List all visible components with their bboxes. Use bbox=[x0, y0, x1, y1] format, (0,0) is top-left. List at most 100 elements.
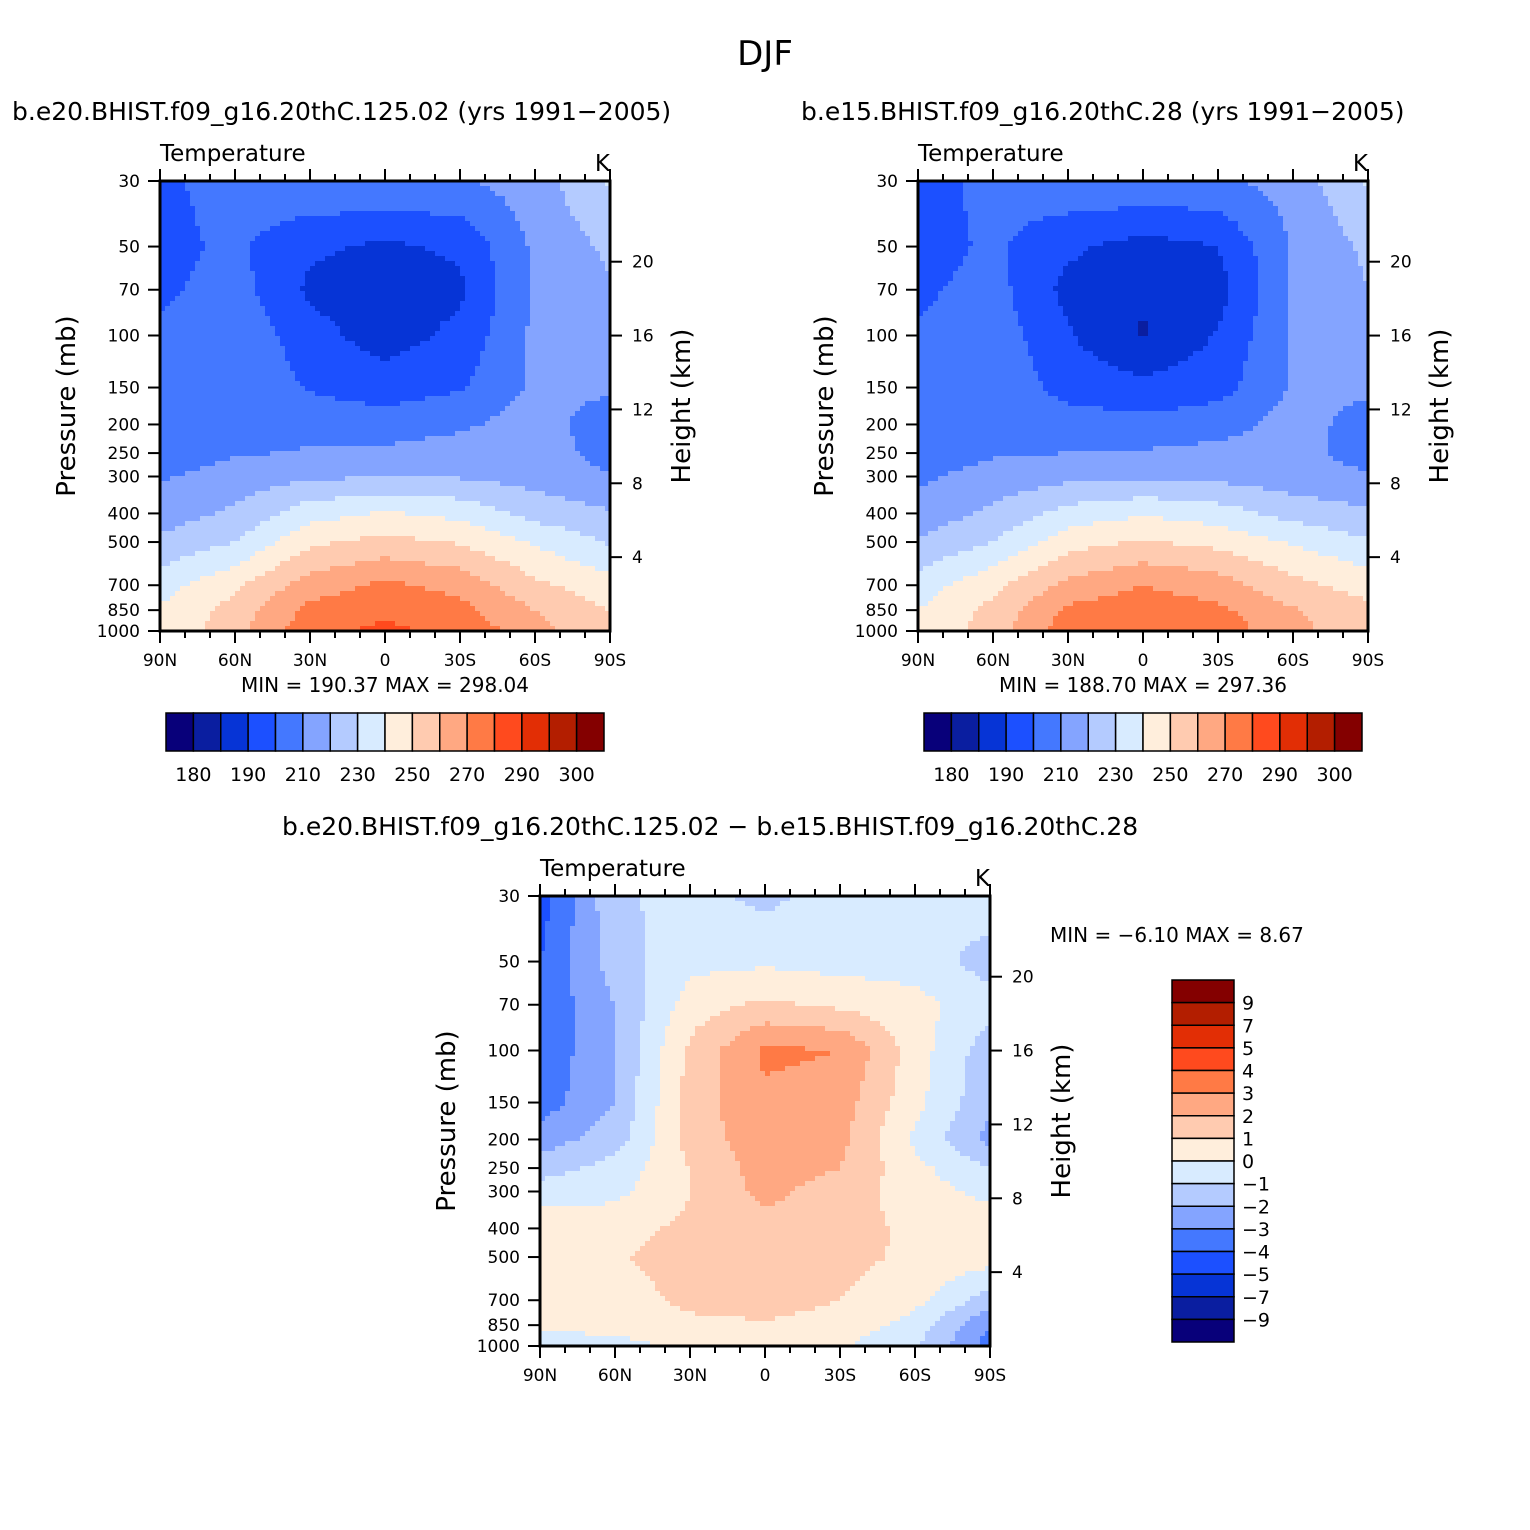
contour-cell bbox=[580, 311, 586, 317]
contour-cell bbox=[235, 346, 241, 352]
contour-cell bbox=[540, 256, 546, 262]
contour-cell bbox=[320, 231, 326, 237]
contour-cell bbox=[580, 331, 586, 337]
contour-cell bbox=[560, 306, 566, 312]
contour-cell bbox=[275, 181, 281, 187]
contour-cell bbox=[525, 306, 531, 312]
contour-cell bbox=[345, 231, 351, 237]
contour-cell bbox=[480, 221, 486, 227]
contour-cell bbox=[335, 236, 341, 242]
contour-cell bbox=[455, 276, 461, 282]
contour-cell bbox=[435, 281, 441, 287]
contour-cell bbox=[160, 256, 166, 262]
contour-cell bbox=[400, 281, 406, 287]
contour-cell bbox=[475, 241, 481, 247]
contour-cell bbox=[375, 321, 381, 327]
contour-cell bbox=[605, 326, 611, 332]
contour-cell bbox=[490, 376, 496, 382]
contour-cell bbox=[450, 216, 456, 222]
contour-cell bbox=[320, 396, 326, 402]
contour-cell bbox=[385, 271, 391, 277]
contour-cell bbox=[325, 261, 331, 267]
contour-cell bbox=[340, 221, 346, 227]
contour-cell bbox=[465, 181, 471, 187]
contour-cell bbox=[200, 441, 206, 447]
contour-cell bbox=[525, 446, 531, 452]
contour-cell bbox=[540, 311, 546, 317]
contour-cell bbox=[195, 241, 201, 247]
contour-cell bbox=[170, 401, 176, 407]
contour-cell bbox=[475, 341, 481, 347]
contour-cell bbox=[580, 306, 586, 312]
contour-cell bbox=[605, 181, 611, 187]
contour-cell bbox=[495, 451, 501, 457]
contour-cell bbox=[350, 346, 356, 352]
contour-cell bbox=[490, 386, 496, 392]
contour-cell bbox=[230, 326, 236, 332]
contour-cell bbox=[435, 421, 441, 427]
contour-cell bbox=[500, 311, 506, 317]
contour-cell bbox=[260, 326, 266, 332]
contour-cell bbox=[440, 311, 446, 317]
contour-cell bbox=[450, 381, 456, 387]
contour-cell bbox=[180, 246, 186, 252]
contour-cell bbox=[255, 181, 261, 187]
contour-cell bbox=[445, 376, 451, 382]
contour-cell bbox=[595, 306, 601, 312]
contour-cell bbox=[300, 321, 306, 327]
contour-cell bbox=[320, 321, 326, 327]
contour-cell bbox=[400, 316, 406, 322]
contour-cell bbox=[375, 271, 381, 277]
contour-cell bbox=[305, 341, 311, 347]
contour-cell bbox=[395, 341, 401, 347]
contour-cell bbox=[420, 201, 426, 207]
contour-cell bbox=[405, 246, 411, 252]
contour-cell bbox=[350, 411, 356, 417]
contour-cell bbox=[225, 311, 231, 317]
contour-cell bbox=[345, 181, 351, 187]
contour-cell bbox=[585, 251, 591, 257]
contour-cell bbox=[410, 221, 416, 227]
contour-cell bbox=[515, 231, 521, 237]
contour-cell bbox=[290, 451, 296, 457]
contour-cell bbox=[335, 196, 341, 202]
contour-cell bbox=[360, 436, 366, 442]
contour-cell bbox=[375, 416, 381, 422]
contour-cell bbox=[315, 241, 321, 247]
contour-cell bbox=[480, 381, 486, 387]
contour-cell bbox=[495, 291, 501, 297]
contour-cell bbox=[570, 281, 576, 287]
contour-cell bbox=[570, 271, 576, 277]
contour-cell bbox=[545, 316, 551, 322]
contour-cell bbox=[175, 416, 181, 422]
contour-cell bbox=[220, 296, 226, 302]
contour-cell bbox=[325, 396, 331, 402]
contour-cell bbox=[340, 386, 346, 392]
contour-cell bbox=[385, 201, 391, 207]
contour-cell bbox=[305, 286, 311, 292]
contour-cell bbox=[390, 431, 396, 437]
contour-cell bbox=[565, 231, 571, 237]
contour-cell bbox=[375, 451, 381, 457]
contour-cell bbox=[200, 271, 206, 277]
contour-cell bbox=[355, 416, 361, 422]
contour-cell bbox=[190, 256, 196, 262]
contour-cell bbox=[535, 276, 541, 282]
contour-cell bbox=[590, 316, 596, 322]
contour-cell bbox=[350, 201, 356, 207]
contour-cell bbox=[470, 316, 476, 322]
contour-cell bbox=[400, 226, 406, 232]
contour-cell bbox=[325, 256, 331, 262]
contour-cell bbox=[275, 186, 281, 192]
contour-cell bbox=[195, 256, 201, 262]
contour-cell bbox=[500, 366, 506, 372]
contour-cell bbox=[395, 191, 401, 197]
contour-cell bbox=[320, 226, 326, 232]
contour-cell bbox=[385, 361, 391, 367]
contour-cell bbox=[590, 381, 596, 387]
contour-cell bbox=[305, 271, 311, 277]
contour-cell bbox=[500, 411, 506, 417]
contour-cell bbox=[605, 231, 611, 237]
contour-cell bbox=[370, 331, 376, 337]
contour-cell bbox=[415, 181, 421, 187]
